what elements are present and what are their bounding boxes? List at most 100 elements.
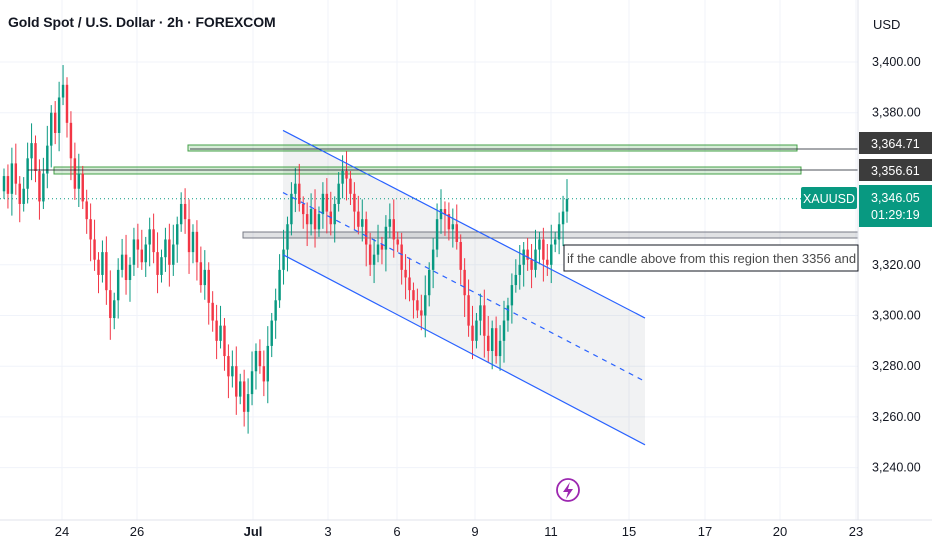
x-tick-label: Jul xyxy=(244,524,263,539)
candle-body xyxy=(219,325,222,341)
candle-body xyxy=(471,325,474,341)
candle-body xyxy=(325,193,329,212)
candle-body xyxy=(534,249,537,270)
candle-body xyxy=(427,269,431,296)
candle-body xyxy=(565,198,569,212)
candle-body xyxy=(526,249,529,260)
candle-body xyxy=(530,259,533,270)
candle-body xyxy=(345,171,348,179)
candle-body xyxy=(223,325,226,357)
last-price-label: 3,346.05 xyxy=(871,191,920,205)
descending-channel xyxy=(282,129,646,446)
candle-body xyxy=(309,209,313,225)
chart-title: Gold Spot / U.S. Dollar · 2h · FOREXCOM xyxy=(8,14,276,30)
candle-body xyxy=(361,219,364,227)
countdown-label: 01:29:19 xyxy=(871,208,920,222)
candle-body xyxy=(487,335,490,351)
candle-body xyxy=(550,244,553,265)
candle-body xyxy=(353,193,356,212)
candle-body xyxy=(400,244,403,270)
candle-body xyxy=(101,252,104,275)
candle-body xyxy=(290,193,293,225)
candle-body xyxy=(10,163,14,194)
candle-body xyxy=(443,209,447,215)
candle-body xyxy=(408,277,411,291)
candle-body xyxy=(160,257,163,275)
candle-body xyxy=(140,249,144,263)
candle-body xyxy=(227,356,230,377)
candle-body xyxy=(132,239,136,265)
symbol-tag xyxy=(801,187,857,209)
y-tick-label: 3,260.00 xyxy=(872,410,921,424)
candle-body xyxy=(250,371,254,395)
candle-body xyxy=(199,262,203,286)
candle-body xyxy=(364,219,368,245)
candle-body xyxy=(34,143,37,172)
x-tick-label: 24 xyxy=(55,524,69,539)
candle-body xyxy=(239,381,242,397)
candle-body xyxy=(420,310,423,316)
candle-body xyxy=(475,320,478,341)
candle-body xyxy=(136,239,140,250)
candle-body xyxy=(231,366,234,377)
candle-body xyxy=(109,290,112,319)
level-price-tag xyxy=(859,159,932,181)
candle-body xyxy=(73,158,77,189)
candle-body xyxy=(168,239,171,265)
candle-body xyxy=(459,241,462,270)
candle-body xyxy=(455,224,458,242)
candle-body xyxy=(557,224,561,240)
candle-body xyxy=(14,163,18,184)
x-tick-label: 17 xyxy=(698,524,712,539)
annotation-box[interactable]: if the candle above from this region the… xyxy=(563,244,859,272)
level-lines xyxy=(0,148,858,200)
candle-body xyxy=(396,239,399,245)
candle-body xyxy=(483,305,486,336)
candle-body xyxy=(124,254,128,281)
candle-body xyxy=(254,350,258,372)
candle-body xyxy=(262,366,266,382)
candle-body xyxy=(195,231,199,263)
candle-body xyxy=(69,122,73,159)
candle-body xyxy=(77,173,81,189)
y-tick-label: 3,280.00 xyxy=(872,359,921,373)
candle-body xyxy=(404,269,407,278)
candle-body xyxy=(502,320,506,341)
candle-body xyxy=(97,259,100,275)
candle-body xyxy=(490,328,494,351)
candle-body xyxy=(301,203,305,215)
x-tick-label: 23 xyxy=(849,524,863,539)
candle-body xyxy=(116,269,120,301)
candle-body xyxy=(313,209,317,230)
candle-body xyxy=(152,229,155,253)
candle-body xyxy=(388,219,392,227)
candle-body xyxy=(266,345,270,382)
candle-body xyxy=(546,259,549,265)
candle-body xyxy=(148,229,151,245)
currency-label: USD xyxy=(873,17,901,32)
candle-body xyxy=(203,269,207,286)
y-tick-label: 3,240.00 xyxy=(872,461,921,475)
lightning-bolt-icon[interactable] xyxy=(556,478,580,502)
candle-body xyxy=(211,302,214,321)
candle-body xyxy=(341,171,344,184)
candle-body xyxy=(2,176,6,192)
x-tick-label: 3 xyxy=(324,524,331,539)
candle-body xyxy=(85,201,88,220)
y-tick-label: 3,400.00 xyxy=(872,55,921,69)
candle-body xyxy=(172,244,175,265)
candle-body xyxy=(144,244,147,263)
candle-body xyxy=(463,269,466,296)
candle-body xyxy=(553,239,557,245)
candle-body xyxy=(274,300,277,321)
y-tick-label: 3,380.00 xyxy=(872,106,921,120)
candle-body xyxy=(376,244,380,255)
candle-body xyxy=(368,244,372,265)
candle-body xyxy=(424,295,427,316)
candlestick-series xyxy=(2,65,569,434)
candle-body xyxy=(46,145,49,174)
candle-body xyxy=(61,84,65,98)
candle-body xyxy=(156,252,159,275)
channel-mid-line xyxy=(282,192,646,382)
